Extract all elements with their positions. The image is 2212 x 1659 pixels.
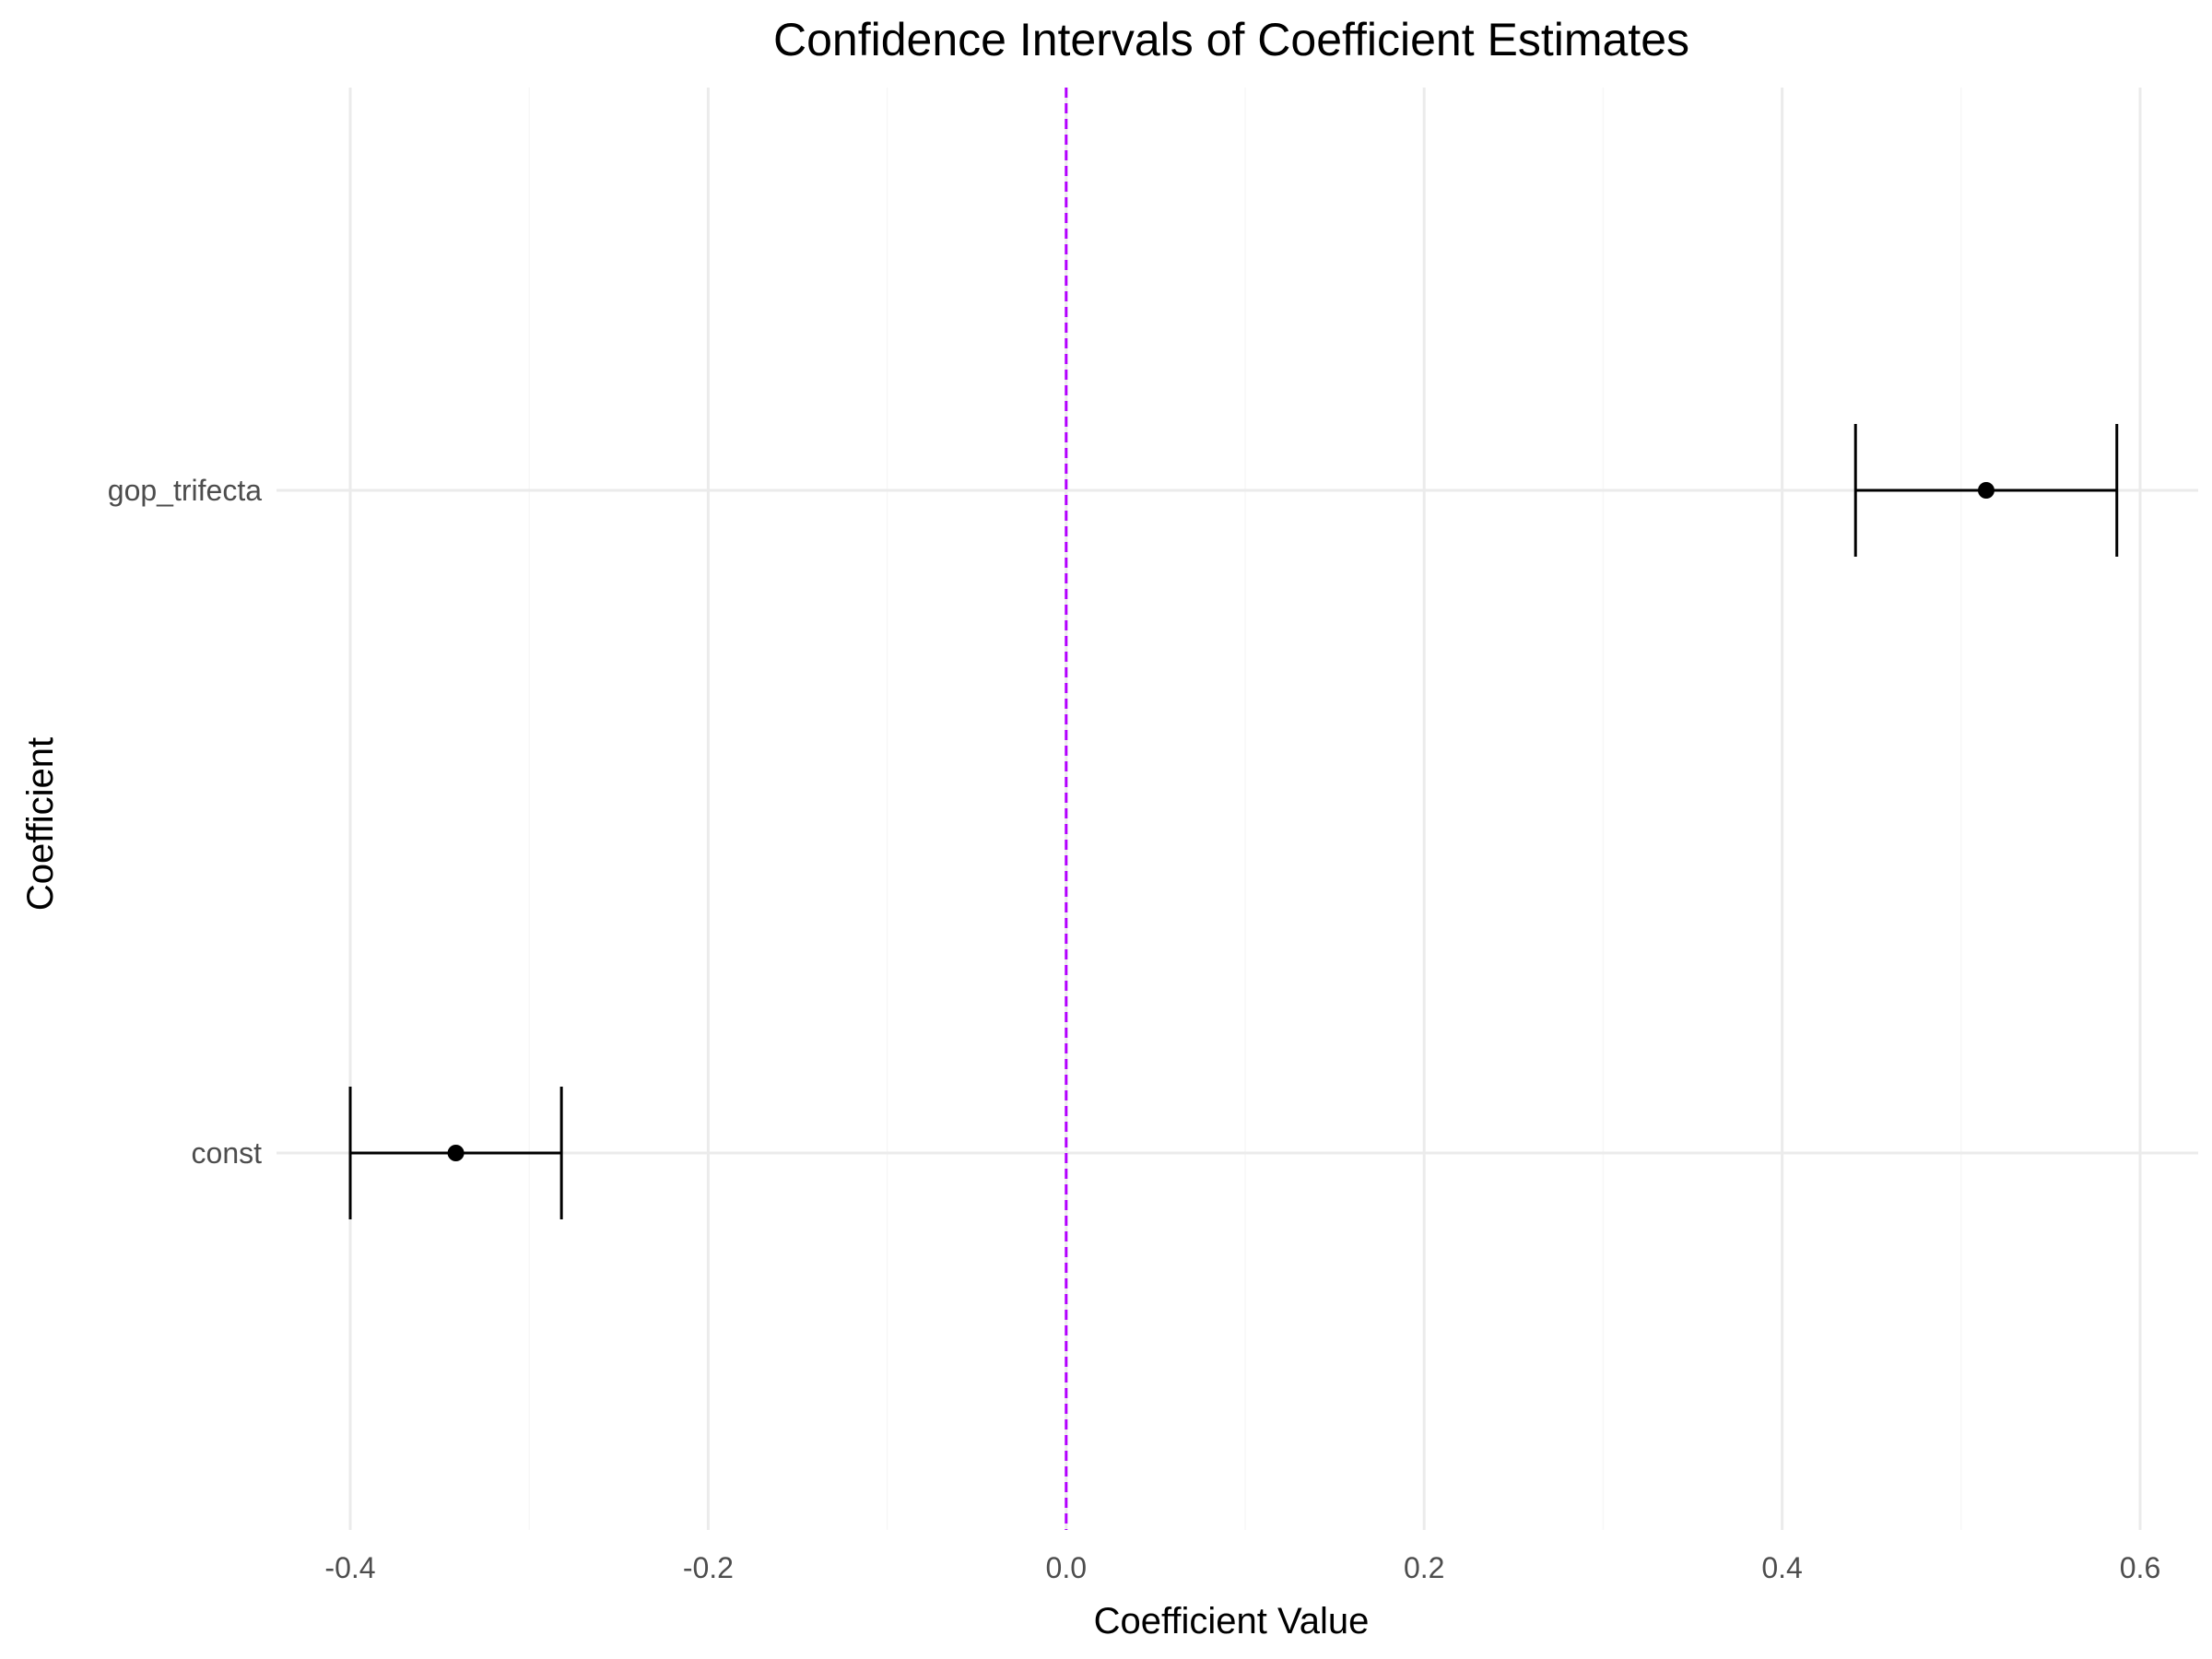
x-tick-label: 0.4 — [1761, 1551, 1802, 1584]
minor-grid — [528, 88, 1962, 1530]
y-axis-title: Coefficient — [20, 737, 61, 911]
x-tick-label: -0.2 — [683, 1551, 734, 1584]
x-tick-label: 0.6 — [2120, 1551, 2160, 1584]
x-tick-labels: -0.4 -0.2 0.0 0.2 0.4 0.6 — [324, 1551, 2160, 1584]
estimate-point — [1977, 482, 1994, 499]
y-tick-labels: const gop_trifecta — [108, 474, 262, 1170]
x-tick-label: -0.4 — [324, 1551, 375, 1584]
x-tick-label: 0.2 — [1404, 1551, 1444, 1584]
x-tick-label: 0.0 — [1046, 1551, 1087, 1584]
errorbar-series — [348, 424, 2119, 1219]
x-axis-title: Coefficient Value — [1094, 1601, 1370, 1641]
estimate-point — [447, 1145, 465, 1161]
chart-title: Confidence Intervals of Coefficient Esti… — [773, 14, 1689, 65]
major-grid — [276, 88, 2198, 1530]
y-tick-label: gop_trifecta — [108, 474, 262, 507]
y-tick-label: const — [192, 1136, 263, 1170]
